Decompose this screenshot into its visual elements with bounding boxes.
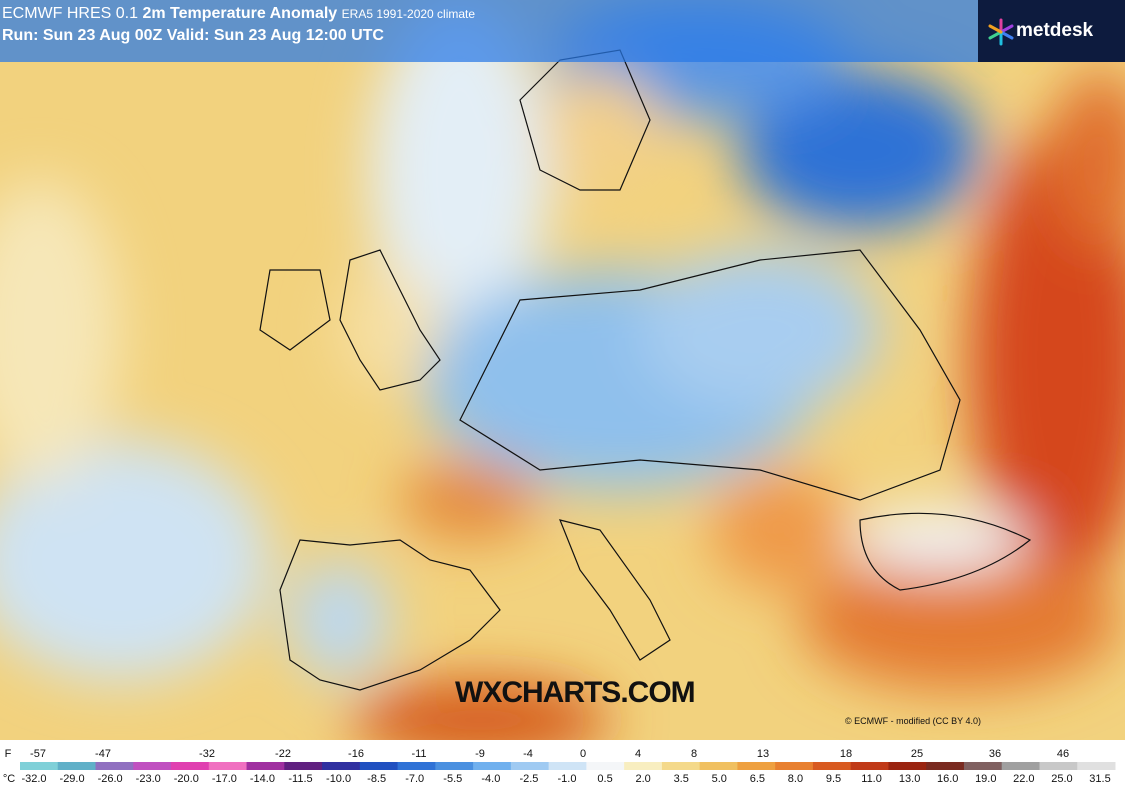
- c-label: 19.0: [975, 773, 996, 785]
- colorbar-swatch: [435, 762, 474, 770]
- header: ECMWF HRES 0.1 2m Temperature Anomaly ER…: [0, 0, 978, 62]
- c-label: -14.0: [250, 773, 275, 785]
- c-label: 3.5: [674, 773, 689, 785]
- c-label: -8.5: [367, 773, 386, 785]
- colorbar-swatch: [57, 762, 97, 770]
- f-label: 8: [691, 748, 697, 760]
- f-label: 46: [1057, 748, 1069, 760]
- colorbar-swatch: [737, 762, 776, 770]
- c-label: 22.0: [1013, 773, 1034, 785]
- c-label: -26.0: [98, 773, 123, 785]
- colorbar-swatch: [586, 762, 625, 770]
- colorbar-swatch: [322, 762, 361, 770]
- colorbar-swatch: [624, 762, 663, 770]
- colorbar-swatch: [1077, 762, 1116, 770]
- anomaly-map: [0, 0, 1125, 740]
- c-label: 2.0: [635, 773, 650, 785]
- c-label: 11.0: [861, 773, 882, 785]
- c-label: 5.0: [712, 773, 727, 785]
- colorbar-swatch: [246, 762, 285, 770]
- colorbar-swatch: [699, 762, 738, 770]
- c-label: 16.0: [937, 773, 958, 785]
- title-line: ECMWF HRES 0.1 2m Temperature Anomaly ER…: [2, 5, 475, 23]
- logo-text: metdesk: [1016, 20, 1094, 41]
- c-label: 31.5: [1089, 773, 1110, 785]
- logo-icon: [988, 18, 1014, 46]
- colorbar-swatch: [775, 762, 814, 770]
- colorbar-swatch: [397, 762, 436, 770]
- climate: ERA5 1991-2020 climate: [341, 7, 476, 21]
- c-label: -17.0: [212, 773, 237, 785]
- c-label: 25.0: [1051, 773, 1072, 785]
- f-label: 0: [580, 748, 586, 760]
- colorbar-swatch: [548, 762, 587, 770]
- c-label: 13.0: [899, 773, 920, 785]
- colorbar-swatch: [95, 762, 134, 770]
- colorbar-swatch: [850, 762, 889, 770]
- c-label: 6.5: [750, 773, 765, 785]
- f-label: 18: [840, 748, 852, 760]
- c-label: -23.0: [136, 773, 161, 785]
- model: ECMWF HRES 0.1: [2, 5, 139, 22]
- c-label: -1.0: [558, 773, 577, 785]
- f-label: -11: [411, 748, 426, 760]
- watermark: WXCHARTS.COM: [455, 676, 696, 709]
- f-label: 13: [757, 748, 769, 760]
- f-label: -22: [275, 748, 291, 760]
- f-label: -57: [30, 748, 46, 760]
- colorbar: °C -32.0 -29.0 -26.0 -23.0 -20.0 -17.0 -14.0 -11…: [0, 740, 1125, 787]
- colorbar-swatch: [208, 762, 248, 770]
- colorbar-swatch: [510, 762, 550, 770]
- c-label: -20.0: [174, 773, 199, 785]
- colorbar-swatch: [661, 762, 701, 770]
- colorbar-swatch: [359, 762, 399, 770]
- f-label: -16: [348, 748, 364, 760]
- c-label: 8.0: [788, 773, 803, 785]
- colorbar-swatch: [1039, 762, 1078, 770]
- c-label: -32.0: [21, 773, 46, 785]
- f-label: 4: [635, 748, 641, 760]
- colorbar-swatch: [888, 762, 927, 770]
- credit: © ECMWF - modified (CC BY 4.0): [845, 716, 981, 726]
- c-label: 0.5: [597, 773, 612, 785]
- c-label: -11.5: [288, 773, 312, 785]
- colorbar-swatch: [926, 762, 965, 770]
- f-label: -32: [199, 748, 215, 760]
- colorbar-swatch: [812, 762, 852, 770]
- c-label: 9.5: [826, 773, 841, 785]
- colorbar-swatch: [473, 762, 512, 770]
- f-label: 36: [989, 748, 1001, 760]
- c-label: -4.0: [481, 773, 500, 785]
- colorbar-swatch: [1001, 762, 1040, 770]
- colorbar-swatch: [963, 762, 1003, 770]
- colorbar-swatch: [20, 762, 59, 770]
- f-label: -4: [523, 748, 533, 760]
- c-label: -10.0: [326, 773, 351, 785]
- logo[interactable]: metdesk: [978, 0, 1125, 62]
- title: 2m Temperature Anomaly: [142, 5, 338, 22]
- f-label: -9: [475, 748, 485, 760]
- c-label: -7.0: [405, 773, 424, 785]
- run-info: Run: Sun 23 Aug 00Z Valid: Sun 23 Aug 12…: [2, 27, 384, 44]
- c-label: -5.5: [443, 773, 462, 785]
- colorbar-swatch: [284, 762, 323, 770]
- colorbar-swatch: [171, 762, 210, 770]
- coastlines: [259, 49, 1032, 691]
- colorbar-swatch: [133, 762, 172, 770]
- c-unit: °C: [3, 773, 15, 785]
- f-unit: F: [5, 748, 12, 760]
- f-label: 25: [911, 748, 923, 760]
- c-label: -29.0: [60, 773, 85, 785]
- c-label: -2.5: [519, 773, 538, 785]
- f-label: -47: [95, 748, 111, 760]
